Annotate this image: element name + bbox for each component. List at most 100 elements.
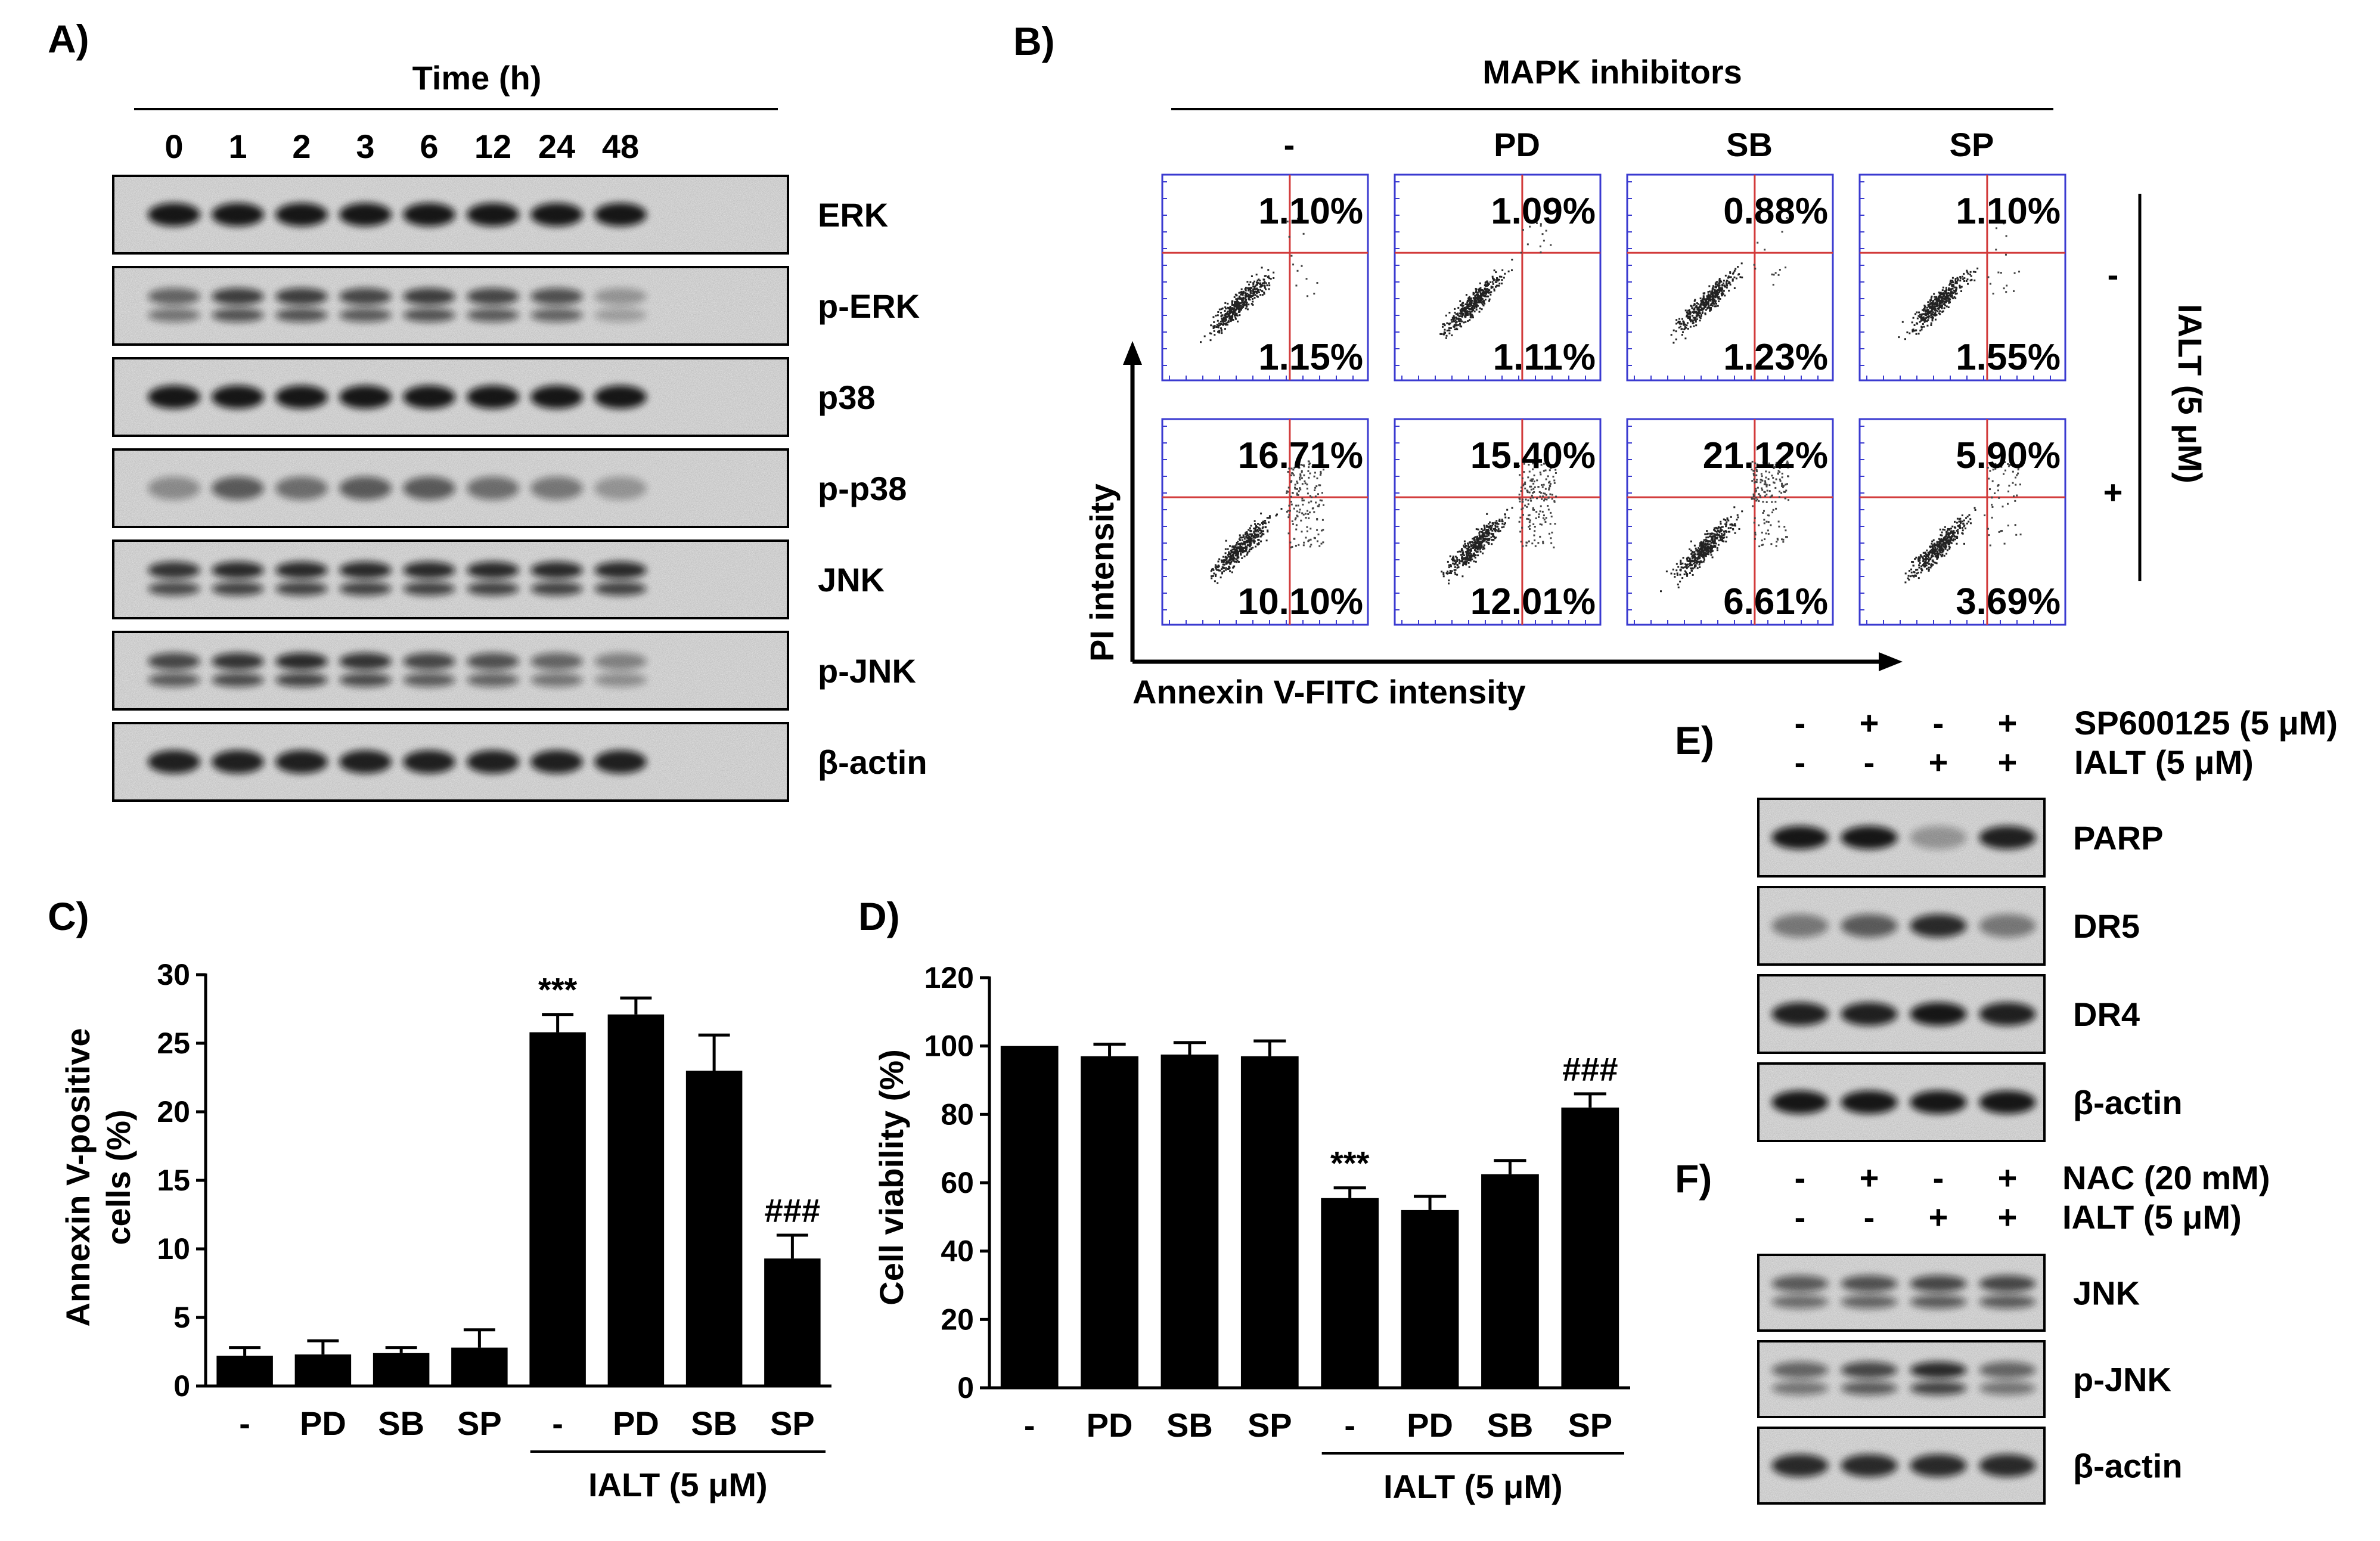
jnk-label: JNK <box>2073 1275 2140 1312</box>
p-jnk-blot <box>112 631 789 711</box>
erk-band <box>148 203 200 227</box>
jnk-band-upper <box>467 562 519 579</box>
p38-band <box>148 385 200 409</box>
bar <box>1401 1210 1459 1388</box>
bar <box>529 1032 586 1386</box>
bar <box>1481 1174 1539 1388</box>
y-tick-label: 30 <box>157 958 190 991</box>
dr5-band <box>1841 914 1898 938</box>
p-erk-band-lower <box>212 308 264 323</box>
p-erk-texture <box>114 268 787 343</box>
lower-right-percent: 1.55% <box>1956 337 2061 378</box>
p-jnk-band-lower <box>403 672 455 687</box>
p-jnk-band-lower <box>1979 1381 2036 1396</box>
p-erk-band-upper <box>403 288 455 305</box>
bar <box>607 1014 665 1386</box>
ialt-5-m-treatment-label: IALT (5 μM) <box>2074 743 2254 781</box>
y-tick-label: 0 <box>957 1371 974 1404</box>
p-p38-label: p-p38 <box>818 470 907 507</box>
y-tick-label: 25 <box>157 1027 190 1060</box>
jnk-band-upper <box>594 562 647 579</box>
p-erk-band-upper <box>594 288 647 305</box>
actin-band <box>275 750 328 774</box>
p-jnk-band-upper <box>467 653 519 670</box>
flow-plot: 1.09% 1.11% <box>1394 173 1602 382</box>
x-tick-label: PD <box>613 1404 659 1442</box>
actin-band <box>1841 1090 1898 1114</box>
erk-band <box>594 203 647 227</box>
lower-right-percent: 12.01% <box>1470 581 1596 622</box>
treatment-sign: + <box>1998 1159 2018 1196</box>
significance-mark: *** <box>538 971 578 1009</box>
actin-band <box>1841 1454 1898 1477</box>
panel-c-ylabel-line2: cells (%) <box>100 1109 137 1245</box>
lower-right-percent: 10.10% <box>1238 581 1363 622</box>
dr4-band <box>1771 1002 1829 1026</box>
p-erk-band-lower <box>467 308 519 323</box>
jnk-band-upper <box>530 562 583 579</box>
nac-blots: - + - + NAC (20 mM)- - + + IALT (5 μM)JNKp-JNKβ-… <box>1757 1159 2270 1505</box>
mapk-header: MAPK inhibitors <box>1482 53 1742 91</box>
jnk-band-lower <box>1979 1295 2036 1309</box>
p-jnk-band-lower <box>1841 1381 1898 1396</box>
jnk-label: JNK <box>818 561 885 599</box>
p-jnk-band-lower <box>530 672 583 687</box>
p-erk-band-lower <box>530 308 583 323</box>
bar <box>1160 1055 1219 1388</box>
jnk-band-lower <box>148 581 200 596</box>
bar <box>451 1347 508 1386</box>
p-p38-band <box>530 476 583 500</box>
p-erk-label: p-ERK <box>818 287 920 325</box>
p-jnk-band-lower <box>275 672 328 687</box>
erk-band <box>530 203 583 227</box>
actin-band <box>148 750 200 774</box>
time-label: 2 <box>292 128 311 165</box>
y-tick-label: 5 <box>173 1301 190 1334</box>
scatter-cloud <box>1660 460 1789 593</box>
ialt-5-m-treatment-label: IALT (5 μM) <box>2062 1198 2242 1236</box>
actin-band <box>403 750 455 774</box>
panel-e-label: E) <box>1675 718 1714 762</box>
jnk-band-upper <box>1979 1275 2036 1292</box>
upper-right-percent: 5.90% <box>1956 435 2061 476</box>
actin-blot <box>1757 1427 2046 1505</box>
p-erk-band-lower <box>148 308 200 323</box>
flow-plot: 1.10% 1.15% <box>1161 173 1369 382</box>
parp-band <box>1979 826 2036 849</box>
jnk-band-upper <box>1910 1275 1967 1292</box>
lower-right-percent: 6.61% <box>1723 581 1828 622</box>
panel-f: F) - + - + NAC (20 mM)- - + + IALT (5 μM)JNKp-JN… <box>1675 1156 2270 1505</box>
significance-mark: ### <box>765 1192 820 1229</box>
jnk-blot <box>1757 1254 2046 1332</box>
treatment-sign: - <box>1933 1159 1944 1196</box>
p-jnk-band-lower <box>467 672 519 687</box>
inhibitor-columns: - PD SB SP <box>1284 126 1994 163</box>
bar <box>1081 1056 1138 1388</box>
p-jnk-texture <box>1760 1342 2043 1416</box>
p-jnk-band-lower <box>212 672 264 687</box>
p-jnk-label: p-JNK <box>2073 1361 2171 1399</box>
actin-band <box>1771 1454 1829 1477</box>
p-jnk-band-upper <box>148 653 200 670</box>
jnk-band-lower <box>339 581 392 596</box>
pi-axis-label: PI intensity <box>1083 483 1121 662</box>
upper-right-percent: 16.71% <box>1238 435 1363 476</box>
treatment-sign: - <box>1795 704 1806 742</box>
annexin-arrowhead <box>1879 652 1903 671</box>
treatment-sign: + <box>1860 1159 1879 1196</box>
panel-a-label: A) <box>48 17 89 61</box>
upper-right-percent: 1.10% <box>1258 191 1363 232</box>
time-title: Time (h) <box>412 59 542 97</box>
flow-plot: 5.90% 3.69% <box>1858 418 2066 626</box>
annexin-bar-chart: 0 5 10 15 20 25 30 - PD SB SP - *** PD SB SP ### IALT (5 … <box>157 958 831 1503</box>
jnk-band-upper <box>148 562 200 579</box>
p-p38-band <box>403 476 455 500</box>
y-tick-label: 120 <box>924 961 974 994</box>
erk-label: ERK <box>818 196 888 234</box>
inhibitor-sp: SP <box>1950 126 1994 163</box>
dr4-blot <box>1757 974 2046 1054</box>
bar <box>764 1258 821 1386</box>
x-tick-label: SB <box>691 1404 737 1442</box>
upper-right-percent: 21.12% <box>1703 435 1828 476</box>
panel-f-label: F) <box>1675 1156 1712 1201</box>
